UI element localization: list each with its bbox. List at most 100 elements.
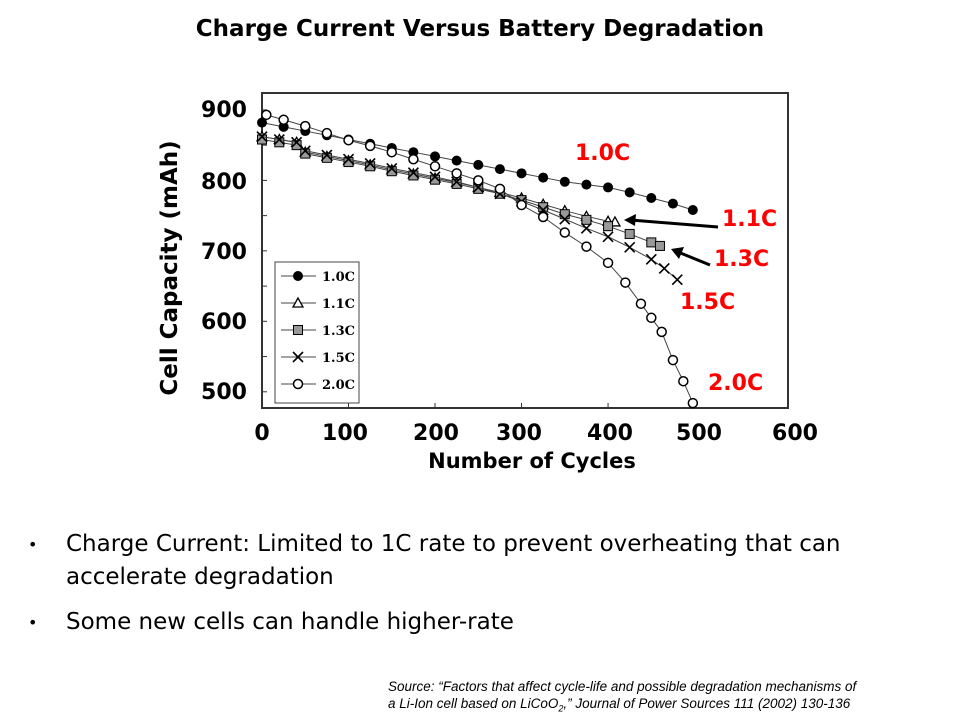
data-point xyxy=(620,277,631,288)
y-tick-label: 900 xyxy=(201,98,247,123)
series-annotation: 1.5C xyxy=(680,290,735,315)
data-point xyxy=(635,298,647,309)
data-point xyxy=(516,199,527,211)
arrowhead xyxy=(624,214,636,226)
data-point xyxy=(473,175,484,186)
series-line xyxy=(261,136,678,281)
x-tick-label: 300 xyxy=(496,421,542,446)
series-annotation: 1.3C xyxy=(714,247,769,272)
data-point xyxy=(451,176,463,188)
data-point xyxy=(559,176,570,187)
source-text: a Li-Ion cell based on LiCoO xyxy=(388,696,559,711)
bullet-text: Charge Current: Limited to 1C rate to pr… xyxy=(66,531,841,590)
data-point xyxy=(537,211,549,223)
data-point xyxy=(580,222,592,234)
y-tick-label: 800 xyxy=(201,170,247,195)
data-point xyxy=(451,178,462,189)
annotation-arrow xyxy=(677,250,711,267)
data-point xyxy=(451,155,462,166)
bullet-item: • Some new cells can handle higher-rate xyxy=(28,606,946,639)
series-1.5C xyxy=(256,131,683,286)
slide-title: Charge Current Versus Battery Degradatio… xyxy=(195,16,765,42)
data-point xyxy=(687,204,698,215)
data-point xyxy=(273,133,285,146)
data-point xyxy=(494,164,505,175)
x-tick-label: 500 xyxy=(676,421,722,446)
source-text: ,” Journal of Power Sources 111 (2002) 1… xyxy=(563,696,851,711)
data-point xyxy=(321,149,333,161)
data-point xyxy=(299,145,311,157)
data-point xyxy=(581,179,592,190)
data-point xyxy=(645,253,657,265)
data-point xyxy=(473,159,484,170)
y-tick-label: 500 xyxy=(201,380,247,405)
data-point xyxy=(430,174,441,185)
y-axis-label: Cell Capacity (mAh) xyxy=(157,140,183,395)
bullet-text: Some new cells can handle higher-rate xyxy=(66,609,514,635)
data-point xyxy=(646,312,657,324)
data-point xyxy=(667,354,679,366)
legend-marker xyxy=(293,271,303,281)
x-tick-label: 400 xyxy=(587,421,633,446)
data-point xyxy=(407,167,419,179)
legend-marker xyxy=(291,296,305,308)
bullet-item: • Charge Current: Limited to 1C rate to … xyxy=(28,528,946,594)
data-point xyxy=(646,237,657,248)
series-annotation: 1.0C xyxy=(575,141,630,166)
data-point xyxy=(364,140,376,152)
data-point xyxy=(654,240,665,251)
series-annotation: 2.0C xyxy=(708,371,763,396)
legend-marker xyxy=(292,378,304,390)
data-point xyxy=(386,166,397,177)
data-point xyxy=(667,198,678,209)
data-point xyxy=(291,140,302,151)
data-point xyxy=(602,231,614,243)
legend-label: 1.3C xyxy=(322,324,355,339)
data-point xyxy=(256,131,268,143)
data-point xyxy=(278,114,289,126)
data-point xyxy=(386,146,398,158)
data-point xyxy=(386,162,398,174)
source-citation: Source: “Factors that affect cycle-life … xyxy=(388,678,856,718)
data-point xyxy=(646,193,657,203)
data-point xyxy=(343,134,354,146)
x-tick-label: 100 xyxy=(322,421,368,446)
data-point xyxy=(624,187,635,198)
data-point xyxy=(429,161,441,172)
data-point xyxy=(257,134,267,145)
data-point xyxy=(516,168,527,179)
data-point xyxy=(559,213,571,225)
data-point xyxy=(291,136,303,148)
data-point xyxy=(408,170,419,181)
data-point xyxy=(603,221,614,232)
legend-marker xyxy=(293,325,303,335)
data-point xyxy=(364,157,376,170)
data-point xyxy=(624,228,635,239)
series-2.0C xyxy=(261,109,699,409)
data-point xyxy=(656,326,667,338)
data-point xyxy=(658,262,670,275)
legend-label: 2.0C xyxy=(322,378,355,393)
x-tick-label: 200 xyxy=(413,421,459,446)
data-point xyxy=(261,109,272,121)
data-point xyxy=(274,137,285,148)
arrowhead xyxy=(671,247,684,259)
data-point xyxy=(671,274,683,286)
data-point xyxy=(430,151,441,162)
data-point xyxy=(581,241,592,252)
bullet-glyph: • xyxy=(28,535,38,554)
legend-label: 1.5C xyxy=(322,351,355,366)
data-point xyxy=(538,202,549,213)
data-point xyxy=(343,157,354,168)
data-point xyxy=(581,214,592,225)
data-point xyxy=(559,227,571,238)
data-point xyxy=(678,375,689,387)
data-point xyxy=(603,182,614,193)
data-point xyxy=(494,183,506,195)
x-tick-label: 600 xyxy=(772,421,818,446)
data-point xyxy=(257,117,267,128)
source-line-1: Source: “Factors that affect cycle-life … xyxy=(388,679,857,694)
data-point xyxy=(321,127,333,139)
x-tick-label: 0 xyxy=(254,421,269,446)
